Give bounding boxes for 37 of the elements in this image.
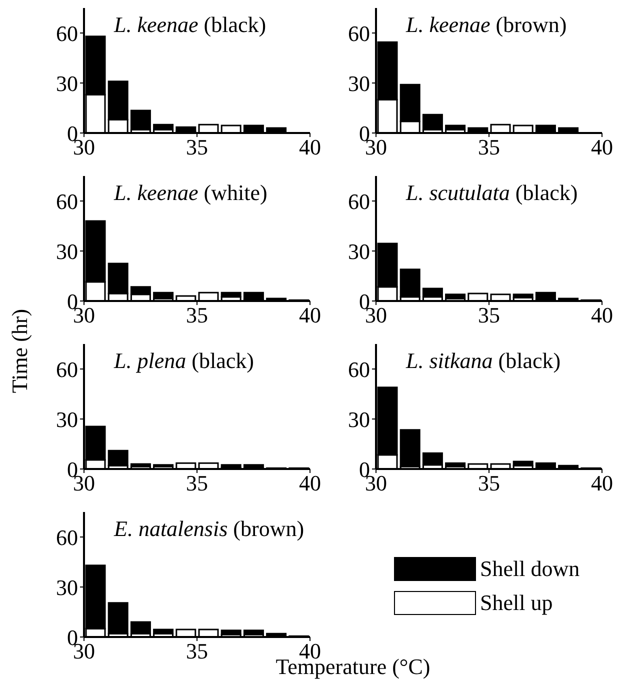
chart-title: L. keenae (brown) (406, 12, 567, 38)
y-tick-label: 60 (56, 524, 78, 550)
y-tick-label: 30 (348, 238, 370, 264)
chart-title: L. scutulata (black) (406, 180, 578, 206)
x-tick-label: 35 (186, 134, 208, 160)
chart-title: E. natalensis (brown) (114, 516, 304, 542)
y-tick-label: 30 (56, 238, 78, 264)
x-tick-label: 35 (186, 470, 208, 496)
y-tick-label: 60 (348, 356, 370, 382)
x-tick-label: 35 (186, 638, 208, 664)
y-tick-label: 60 (56, 20, 78, 46)
x-tick-label: 40 (591, 134, 613, 160)
x-tick-label: 40 (591, 470, 613, 496)
chart-title: L. keenae (white) (114, 180, 268, 206)
y-tick-label: 60 (348, 20, 370, 46)
y-tick-label: 60 (56, 188, 78, 214)
legend-label: Shell down (480, 556, 580, 582)
y-tick-label: 60 (56, 356, 78, 382)
chart-title: L. keenae (black) (114, 12, 266, 38)
y-axis-title: Time (hr) (7, 308, 33, 396)
chart-title: L. sitkana (black) (406, 348, 561, 374)
chart-title: L. plena (black) (114, 348, 254, 374)
x-tick-label: 35 (478, 470, 500, 496)
y-tick-label: 30 (348, 406, 370, 432)
x-tick-label: 40 (299, 470, 321, 496)
y-tick-label: 30 (56, 70, 78, 96)
x-tick-label: 35 (478, 134, 500, 160)
legend-label: Shell up (480, 590, 553, 616)
y-tick-label: 30 (56, 574, 78, 600)
y-tick-label: 60 (348, 188, 370, 214)
x-tick-label: 40 (299, 134, 321, 160)
y-tick-label: 30 (348, 70, 370, 96)
x-tick-label: 40 (591, 302, 613, 328)
x-tick-label: 40 (299, 302, 321, 328)
y-tick-label: 30 (56, 406, 78, 432)
x-tick-label: 35 (478, 302, 500, 328)
x-tick-label: 35 (186, 302, 208, 328)
